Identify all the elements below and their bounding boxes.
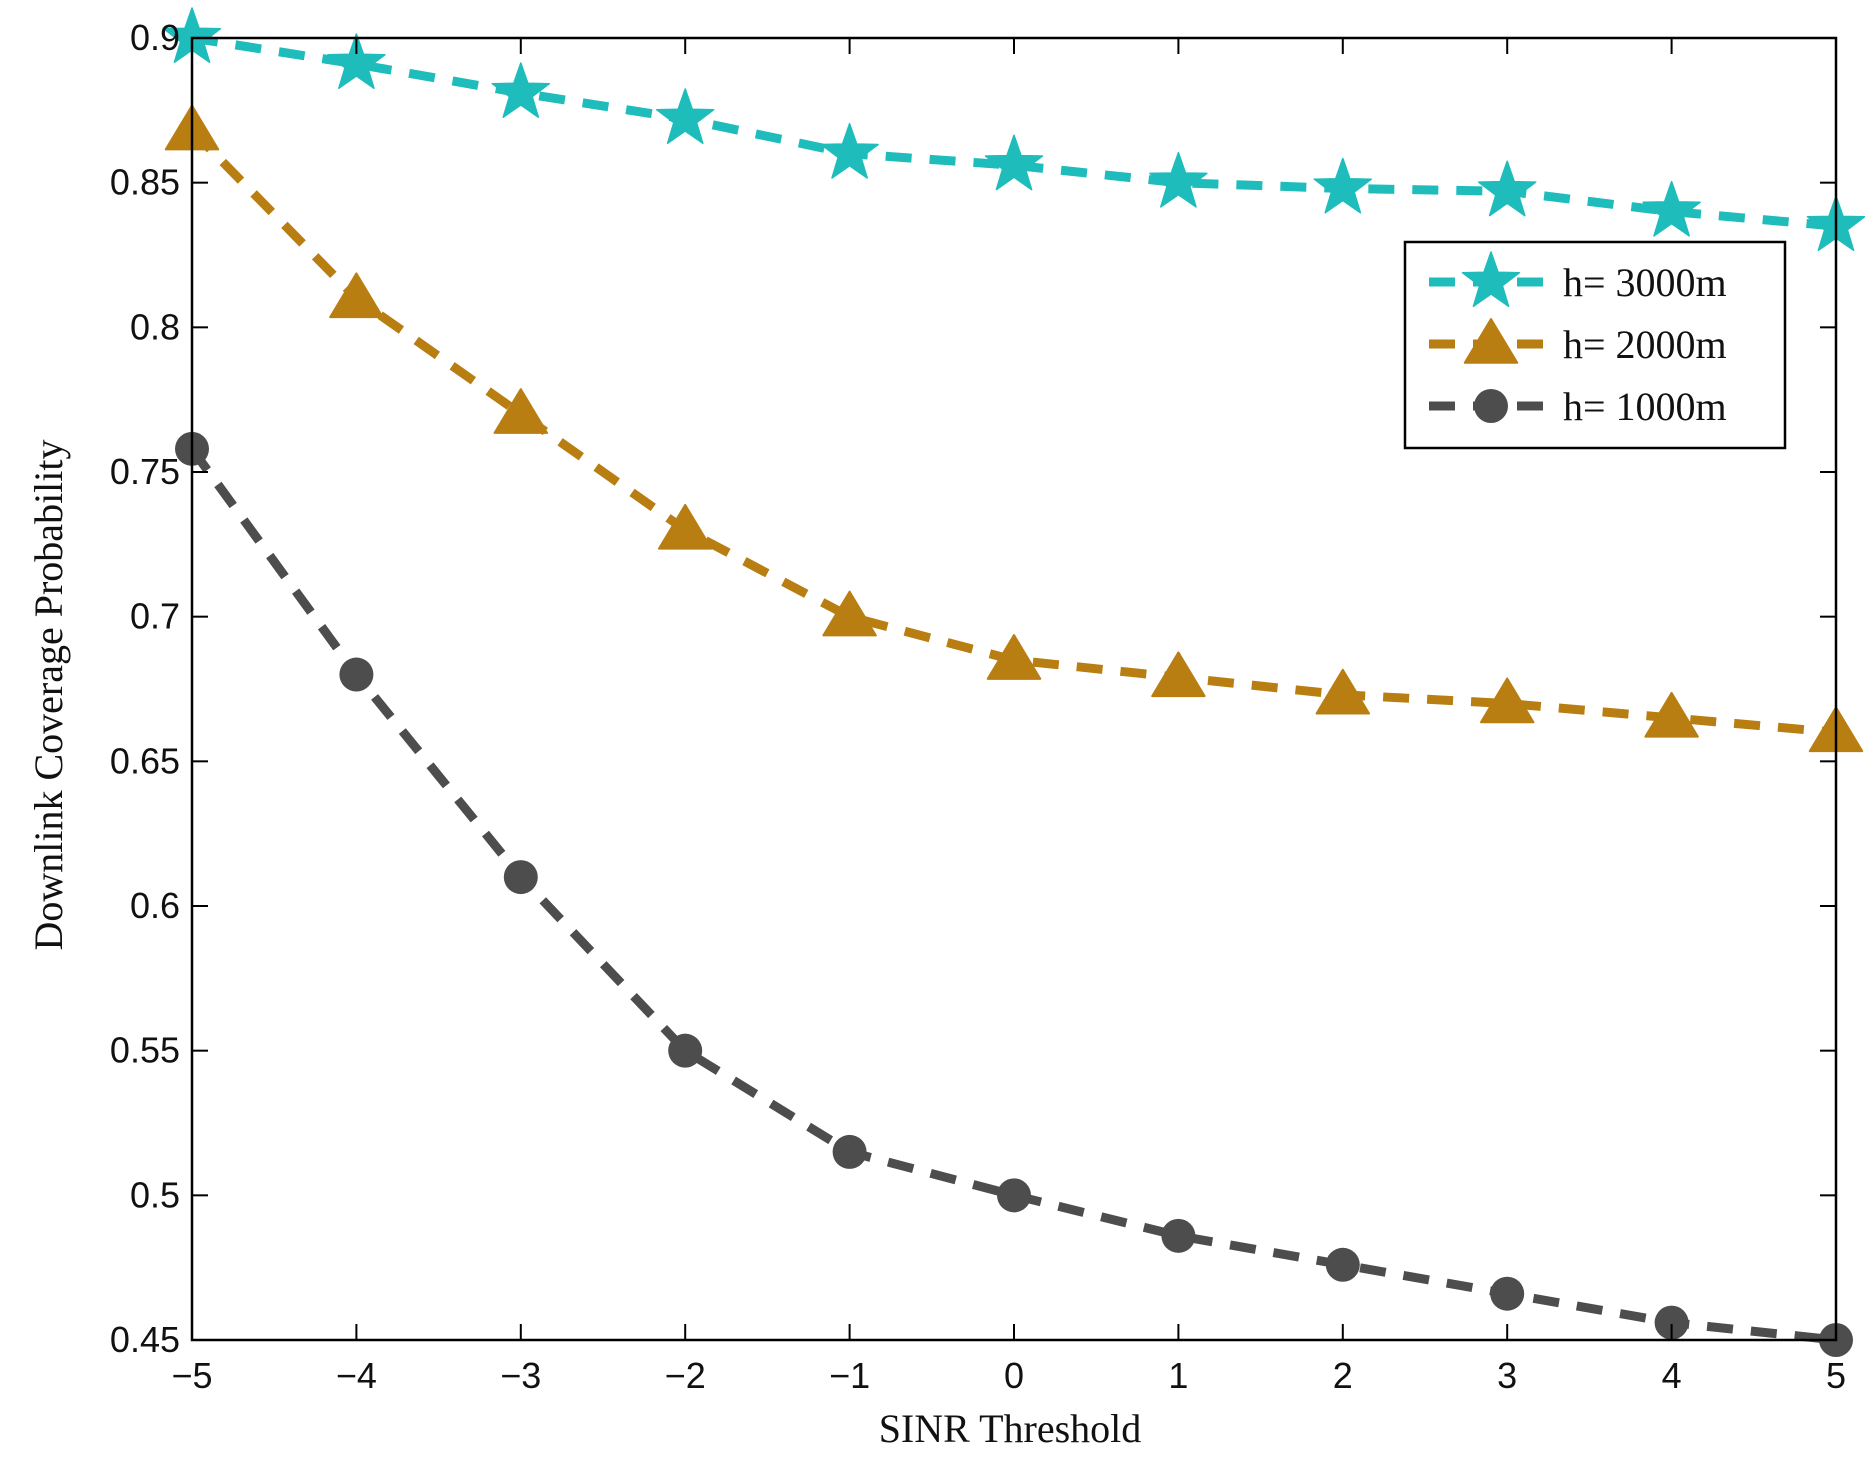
series-line-star <box>191 33 1837 231</box>
y-tick-label: 0.6 <box>130 885 180 926</box>
data-point-circle <box>1325 1247 1360 1282</box>
plot-frame <box>190 36 1838 1342</box>
x-tick-label: −5 <box>171 1355 212 1396</box>
data-point-triangle <box>1315 668 1371 715</box>
x-tick-label: 3 <box>1497 1355 1517 1396</box>
x-tick-label: 1 <box>1168 1355 1188 1396</box>
legend-label: h= 3000m <box>1563 260 1727 305</box>
data-point-star <box>984 134 1044 191</box>
data-point-triangle <box>329 272 384 319</box>
data-point-circle <box>339 657 374 692</box>
legend-entry: h= 3000m <box>1429 251 1727 308</box>
x-tick-label: 4 <box>1662 1355 1682 1396</box>
legend-marker-circle <box>1474 389 1508 423</box>
data-point-triangle <box>822 590 877 637</box>
data-point-triangle <box>986 634 1042 680</box>
legend-label: h= 2000m <box>1563 322 1727 367</box>
data-point-circle <box>503 860 538 895</box>
data-point-triangle <box>1151 651 1206 698</box>
data-point-triangle <box>493 388 549 434</box>
x-tick-label: −1 <box>829 1355 870 1396</box>
legend-marker-star <box>1461 251 1521 308</box>
legend-marker-triangle <box>1463 318 1519 364</box>
x-axis-title: SINR Threshold <box>879 1406 1142 1451</box>
data-point-star <box>327 33 386 90</box>
series-line-circle <box>188 446 1837 1345</box>
y-tick-label: 0.9 <box>130 17 180 58</box>
y-tick-label: 0.85 <box>110 162 180 203</box>
axes: −5 −4 −3 −2 −1 0 1 2 3 4 5 0.45 0.5 0.55 0.6 0.65 0.7 0.7… <box>110 17 1846 1396</box>
legend-entry: h= 2000m <box>1429 318 1727 367</box>
y-tick-label: 0.45 <box>110 1319 180 1360</box>
x-tick-label: 0 <box>1004 1355 1024 1396</box>
x-tick-label: −4 <box>336 1355 377 1396</box>
data-point-circle <box>1490 1276 1525 1311</box>
data-point-circle <box>1654 1305 1689 1340</box>
y-tick-label: 0.7 <box>130 596 180 637</box>
y-tick-label: 0.5 <box>130 1174 180 1215</box>
data-point-star <box>655 88 715 145</box>
data-point-circle <box>668 1033 703 1068</box>
x-tick-label: −3 <box>500 1355 541 1396</box>
legend: h= 3000m h= 2000m h= 1000m <box>1403 240 1787 450</box>
x-tick-label: 2 <box>1333 1355 1353 1396</box>
data-point-triangle <box>1479 677 1535 724</box>
x-tick-label: −2 <box>665 1355 706 1396</box>
data-point-star <box>1477 160 1537 217</box>
legend-entry: h= 1000m <box>1429 384 1727 429</box>
data-point-circle <box>1161 1218 1196 1253</box>
data-point-circle <box>832 1134 867 1169</box>
data-point-circle <box>997 1178 1031 1213</box>
data-point-triangle <box>657 503 713 550</box>
y-tick-label: 0.8 <box>130 306 180 347</box>
data-point-star <box>1149 151 1208 208</box>
data-point-star <box>1313 157 1373 214</box>
y-tick-label: 0.55 <box>110 1030 180 1071</box>
y-tick-label: 0.75 <box>110 451 180 492</box>
y-tick-label: 0.65 <box>110 740 180 781</box>
plot-area <box>162 7 1866 1357</box>
x-tick-label: 5 <box>1826 1355 1846 1396</box>
data-point-star <box>820 122 879 179</box>
data-point-triangle <box>1644 691 1699 738</box>
legend-label: h= 1000m <box>1563 384 1727 429</box>
data-point-star <box>491 62 551 118</box>
data-point-star <box>1642 180 1701 237</box>
y-axis-title: Downlink Coverage Probability <box>26 439 71 950</box>
